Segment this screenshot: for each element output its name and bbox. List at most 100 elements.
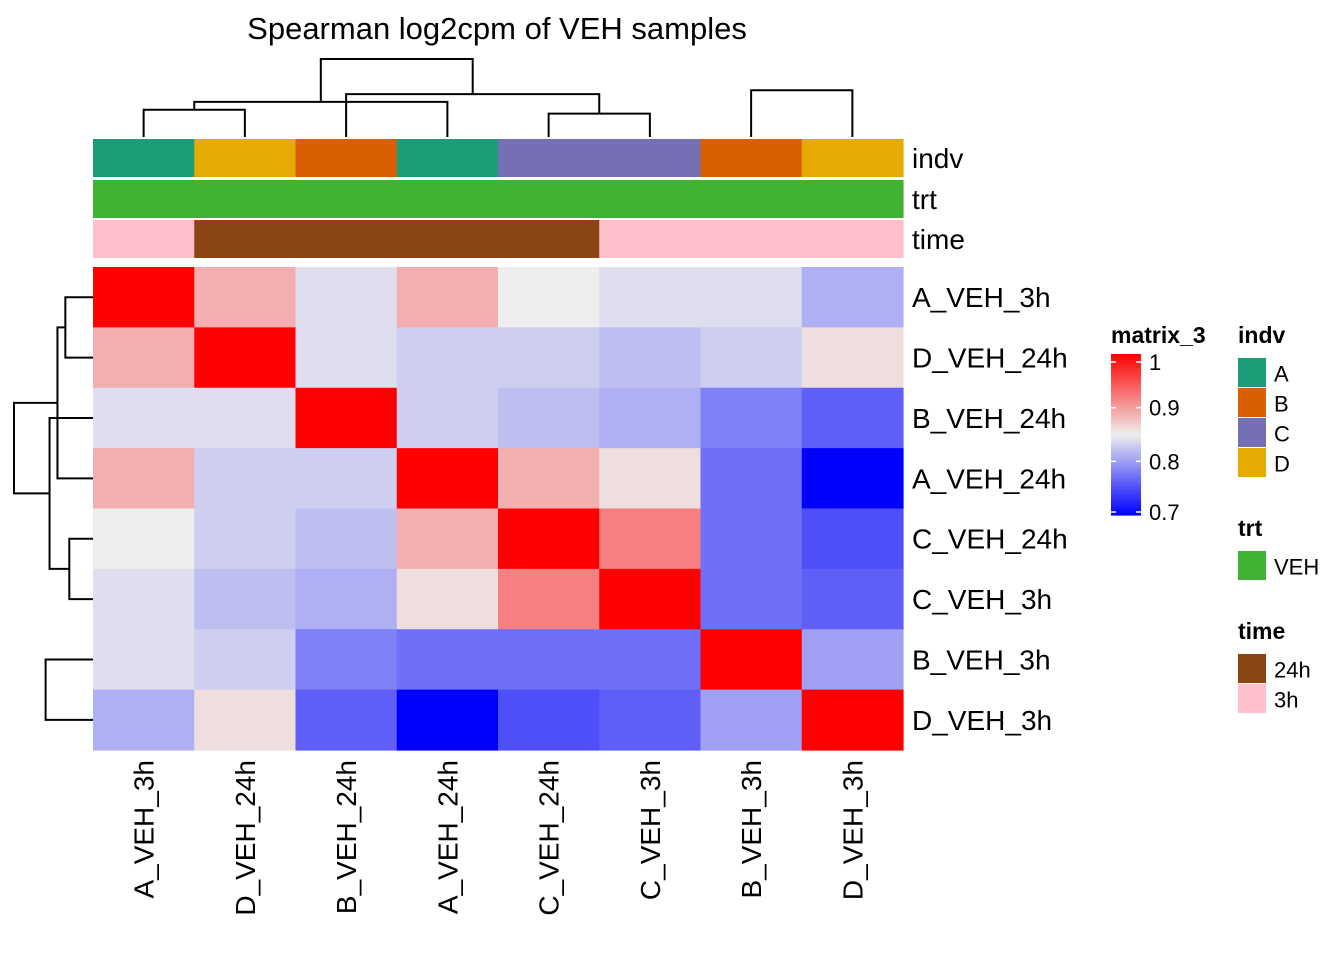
- color-legend-gradient-step: [1111, 434, 1141, 438]
- heatmap-cell: [498, 629, 600, 691]
- annotation-cell: [599, 180, 702, 218]
- color-legend-gradient-step: [1111, 400, 1141, 403]
- heatmap-cell: [801, 327, 904, 389]
- color-legend-gradient-step: [1111, 438, 1141, 442]
- dendrogram-branch: [44, 658, 93, 721]
- dendrogram-branch: [750, 89, 854, 137]
- heatmap-cell: [194, 327, 297, 389]
- color-legend-gradient-step: [1111, 356, 1141, 359]
- annotation-cell: [295, 180, 398, 218]
- heatmap-cell: [599, 568, 702, 630]
- column-label: A_VEH_3h: [129, 760, 160, 899]
- color-legend-gradient-step: [1111, 374, 1141, 377]
- annotation-cell: [498, 139, 600, 177]
- heatmap-cell: [599, 508, 702, 570]
- color-legend-gradient-step: [1111, 490, 1141, 494]
- color-legend-gradient-step: [1111, 354, 1141, 357]
- legend-swatch: [1238, 358, 1266, 387]
- annotation-cell: [93, 180, 195, 218]
- color-legend-gradient-step: [1111, 424, 1141, 428]
- annotation-label: indv: [912, 143, 963, 174]
- legend-title: trt: [1238, 515, 1263, 541]
- annotation-cell: [396, 220, 499, 258]
- heatmap-cell: [801, 508, 904, 570]
- row-dendrogram: [13, 296, 93, 721]
- heatmap-cell: [599, 387, 702, 449]
- heatmap-cell: [194, 568, 297, 630]
- color-legend-gradient-step: [1111, 376, 1141, 379]
- heatmap-cell: [801, 448, 904, 510]
- color-legend-gradient-step: [1111, 408, 1141, 411]
- color-legend-gradient-step: [1111, 422, 1141, 426]
- color-legend-gradient-step: [1111, 454, 1141, 458]
- row-label: C_VEH_24h: [912, 524, 1068, 555]
- color-legend-gradient-step: [1111, 394, 1141, 397]
- color-legend-gradient-step: [1111, 462, 1141, 466]
- color-legend-gradient-step: [1111, 384, 1141, 387]
- color-legend-gradient-step: [1111, 442, 1141, 446]
- annotation-cell: [599, 220, 702, 258]
- heatmap-cell: [93, 689, 195, 751]
- dendrogram-branch: [48, 416, 93, 570]
- heatmap-cell: [498, 568, 600, 630]
- legend-label: C: [1274, 422, 1290, 447]
- column-label: A_VEH_24h: [432, 760, 463, 914]
- color-legend-gradient-step: [1111, 476, 1141, 480]
- heatmap-cell: [295, 448, 398, 510]
- heatmap-cell: [498, 508, 600, 570]
- annotation-cell: [396, 180, 499, 218]
- heatmap-cell: [93, 568, 195, 630]
- color-legend-gradient-step: [1111, 450, 1141, 454]
- heatmap-cell: [801, 689, 904, 751]
- heatmap-cell: [599, 629, 702, 691]
- color-legend-gradient-step: [1111, 452, 1141, 456]
- annotation-cell: [396, 139, 499, 177]
- color-legend-gradient-step: [1111, 358, 1141, 361]
- heatmap-cell: [194, 448, 297, 510]
- legend-label: 3h: [1274, 688, 1298, 713]
- color-legend-gradient-step: [1111, 492, 1141, 496]
- heatmap-cell: [396, 327, 499, 389]
- heatmap-cell: [396, 448, 499, 510]
- heatmap-cell: [295, 629, 398, 691]
- color-legend-gradient-step: [1111, 364, 1141, 367]
- dendrogram-branch: [56, 326, 93, 480]
- color-legend-gradient-step: [1111, 402, 1141, 405]
- legend-swatch: [1238, 418, 1266, 447]
- annotation-cell: [700, 180, 803, 218]
- column-label: C_VEH_24h: [534, 760, 565, 916]
- annotation-cell: [194, 180, 297, 218]
- color-legend-gradient-step: [1111, 494, 1141, 498]
- column-dendrogram: [142, 58, 854, 137]
- color-legend-gradient-step: [1111, 410, 1141, 413]
- color-legend-gradient-step: [1111, 502, 1141, 506]
- color-legend-gradient-step: [1111, 404, 1141, 407]
- color-legend-gradient-step: [1111, 436, 1141, 440]
- color-legend-gradient-step: [1111, 406, 1141, 409]
- heatmap-cell: [498, 387, 600, 449]
- color-legend-gradient-step: [1111, 432, 1141, 436]
- annotation-labels: indv trt time: [912, 143, 965, 255]
- color-legend-gradient-step: [1111, 504, 1141, 508]
- heatmap-cell: [194, 629, 297, 691]
- annotation-cell: [801, 220, 904, 258]
- heatmap-cell: [700, 387, 803, 449]
- heatmap-cell: [295, 568, 398, 630]
- color-legend-gradient-step: [1111, 468, 1141, 472]
- color-legend-gradient-step: [1111, 458, 1141, 462]
- legend-label: VEH: [1274, 555, 1319, 580]
- row-label: D_VEH_24h: [912, 343, 1068, 374]
- legend-swatch: [1238, 448, 1266, 477]
- dendrogram-branch: [142, 108, 246, 137]
- annotation-cell: [801, 139, 904, 177]
- legend-swatch: [1238, 551, 1266, 580]
- heatmap-cell: [801, 387, 904, 449]
- annotation-cell: [801, 180, 904, 218]
- color-legend-title: matrix_3: [1111, 322, 1206, 348]
- dendrogram-branch: [13, 401, 58, 495]
- heatmap-cell: [93, 327, 195, 389]
- heatmap-cell: [194, 689, 297, 751]
- column-annotations: [93, 139, 904, 258]
- color-legend-gradient-step: [1111, 366, 1141, 369]
